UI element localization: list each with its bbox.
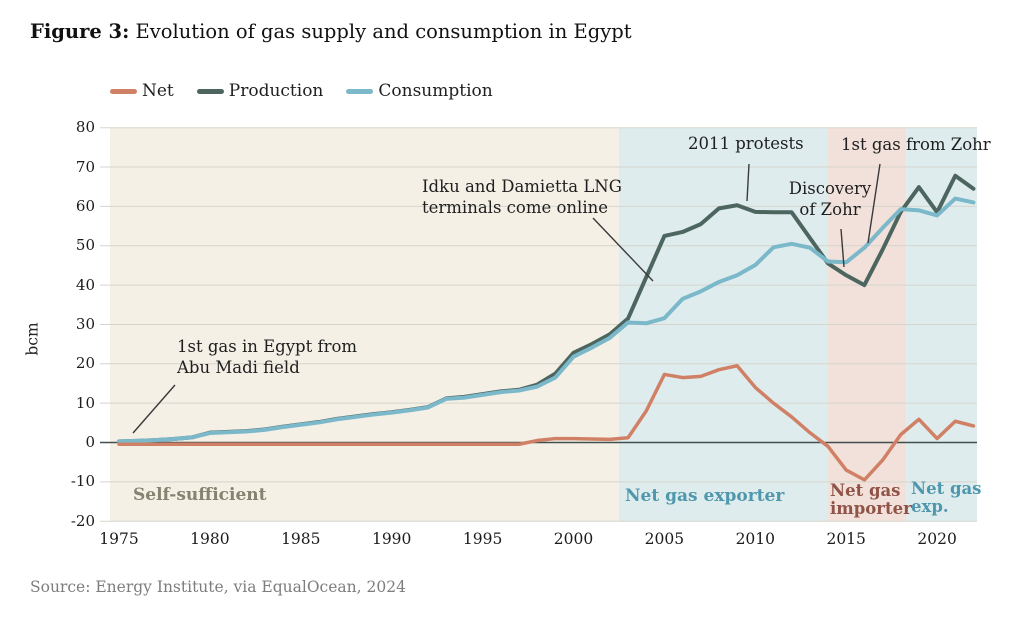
x-tick-label: 2015 (826, 530, 866, 548)
net-legend-swatch (110, 88, 137, 94)
annotation-pointer-zohr-discovery (840, 228, 845, 268)
series-line-consumption (117, 196, 976, 444)
annotation-zohr-first-gas: 1st gas from Zohr (841, 135, 991, 156)
production-legend-swatch (196, 88, 224, 94)
annotation-pointer-zohr-first-gas (867, 163, 881, 244)
y-tick-label: -20 (70, 511, 95, 530)
y-tick-label: 60 (75, 196, 95, 215)
legend-label-production: Production (228, 81, 324, 101)
x-tick-label: 1975 (99, 530, 139, 548)
region-label-self-sufficient: Self-sufficient (133, 486, 267, 504)
source-credit: Source: Energy Institute, via EqualOcean… (30, 578, 406, 596)
x-tick-label: 1995 (462, 530, 503, 548)
annotation-text: 2011 protests (688, 134, 804, 153)
region-label-text: Net gas (911, 479, 982, 498)
x-tick-label: 2010 (735, 530, 776, 548)
legend-item-net: Net (110, 81, 174, 101)
y-tick-label: 0 (85, 433, 95, 451)
annotation-text: terminals come online (422, 197, 608, 217)
y-tick-label: 70 (75, 157, 95, 176)
region-label-net-gas-exp: Net gas exp. (911, 480, 981, 516)
chart-legend: Net Production Consumption (110, 81, 493, 101)
series-line-net (117, 364, 976, 482)
y-tick-label: 40 (75, 275, 95, 294)
legend-item-production: Production (196, 81, 324, 101)
region-label-text: Net gas exporter (625, 486, 785, 506)
annotation-pointer-protests-2011 (746, 163, 750, 202)
x-tick-label: 2020 (917, 530, 957, 548)
annotation-text: Idku and Damietta LNG (422, 177, 622, 196)
annotation-abu-madi: 1st gas in Egypt from Abu Madi field (177, 337, 357, 379)
y-tick-label: 80 (75, 118, 95, 137)
x-tick-label: 1985 (281, 530, 321, 548)
x-tick-label: 1980 (190, 530, 230, 548)
y-tick-label: 50 (75, 236, 95, 255)
region-label-text: exp. (911, 496, 949, 516)
annotation-2011-protests: 2011 protests (688, 134, 804, 155)
y-tick-label: -10 (70, 472, 95, 491)
legend-label-consumption: Consumption (378, 81, 493, 101)
annotation-text: 1st gas from Zohr (841, 135, 991, 154)
legend-item-consumption: Consumption (346, 81, 493, 101)
annotation-zohr-discovery: Discovery of Zohr (782, 179, 878, 221)
region-label-text: Self-sufficient (133, 485, 267, 505)
figure-number-label: Figure 3: (30, 20, 130, 43)
region-label-net-gas-exporter: Net gas exporter (625, 487, 784, 505)
region-label-text: Net gas (830, 481, 901, 500)
figure-title: Figure 3: Evolution of gas supply and co… (30, 20, 632, 43)
figure-title-text: Evolution of gas supply and consumption … (135, 20, 632, 43)
consumption-legend-swatch (346, 88, 374, 94)
annotation-text: of Zohr (799, 199, 861, 219)
region-label-text: importer (830, 498, 912, 518)
annotation-pointer-lng-terminals (592, 217, 654, 282)
x-tick-label: 2000 (553, 530, 594, 548)
annotation-text: 1st gas in Egypt from (177, 337, 358, 356)
y-tick-label: 30 (75, 314, 95, 333)
region-label-net-gas-importer: Net gas importer (830, 482, 912, 518)
annotation-text: Discovery (788, 179, 872, 198)
annotation-text: Abu Madi field (177, 357, 300, 377)
x-tick-label: 1990 (371, 530, 412, 548)
annotation-pointer-abu-madi (132, 384, 176, 434)
x-tick-label: 2005 (644, 530, 685, 548)
legend-label-net: Net (142, 81, 174, 101)
y-tick-label: 20 (75, 354, 95, 373)
y-tick-label: 10 (75, 393, 95, 412)
annotation-lng-terminals: Idku and Damietta LNG terminals come onl… (422, 177, 622, 219)
